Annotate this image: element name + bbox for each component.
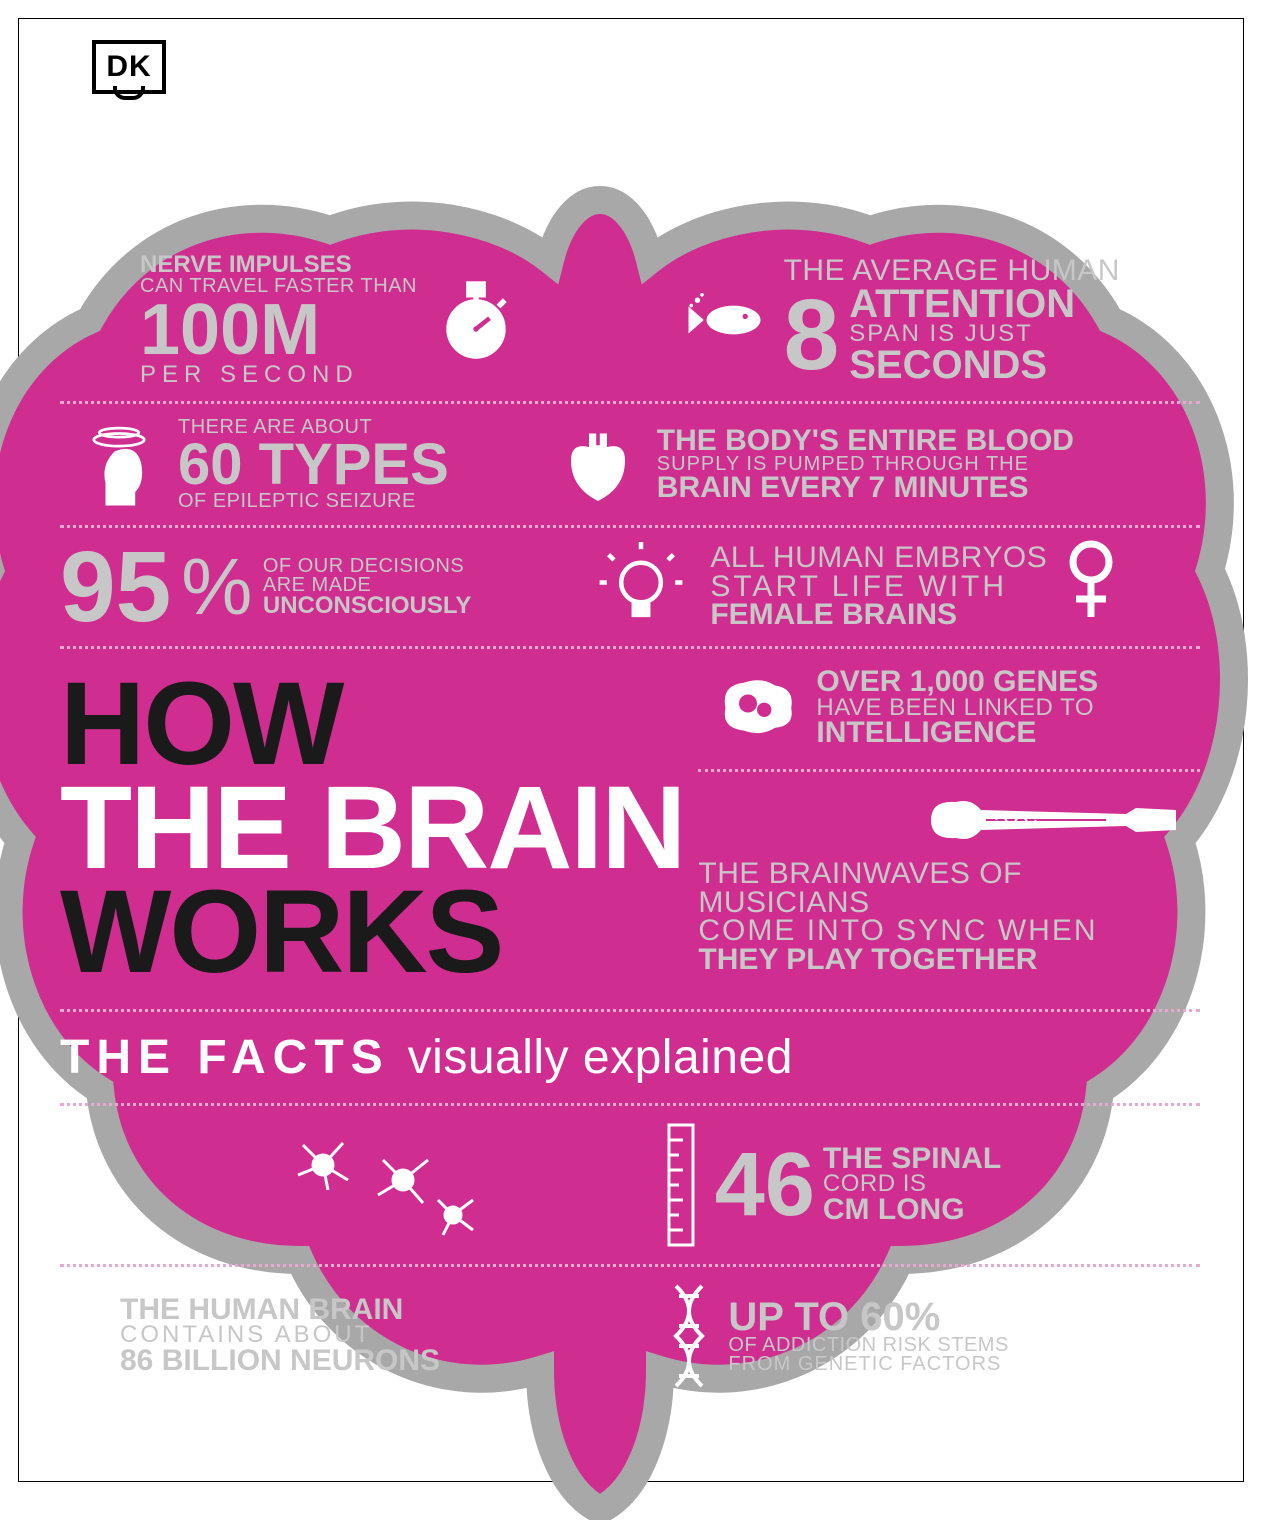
brain-gears-icon [712,663,802,753]
fact-musicians: THE BRAINWAVES OF MUSICIANS COME INTO SY… [698,860,1200,974]
subtitle-bar: THE FACTS visually explained [60,1012,1200,1106]
fact-nerve: NERVE IMPULSES CAN TRAVEL FASTER THAN 10… [140,254,417,387]
addiction-l1: UP TO 60% [728,1298,1008,1336]
musicians-l3: THEY PLAY TOGETHER [698,946,1200,975]
female-symbol-icon [1061,542,1121,632]
infographic-content: NERVE IMPULSES CAN TRAVEL FASTER THAN 10… [60,240,1200,1405]
guitar-icon [926,790,1186,850]
row-neurons-addiction: THE HUMAN BRAIN CONTAINS ABOUT 86 BILLIO… [60,1267,1200,1405]
musicians-l1: THE BRAINWAVES OF MUSICIANS [698,860,1200,917]
dk-logo-text: DK [106,50,151,84]
addiction-l2: OF ADDICTION RISK STEMS [728,1336,1008,1355]
genes-l1: OVER 1,000 GENES [816,668,1098,697]
fact-decisions: OF OUR DECISIONS ARE MADE UNCONSCIOUSLY [263,557,471,618]
fact-blood: THE BODY'S ENTIRE BLOOD SUPPLY IS PUMPED… [657,427,1074,503]
fact-genes: OVER 1,000 GENES HAVE BEEN LINKED TO INT… [816,668,1098,748]
embryos-l1: ALL HUMAN EMBRYOS [710,544,1047,573]
fact-epileptic: THERE ARE ABOUT 60 TYPES OF EPILEPTIC SE… [178,418,449,511]
decisions-pct: % [181,555,253,619]
genes-l3: INTELLIGENCE [816,719,1098,748]
attention-w2: SECONDS [849,346,1075,384]
neurons-icon [273,1125,493,1245]
musicians-l2: COME INTO SYNC WHEN [698,917,1200,946]
row-decisions-embryos: 95 % OF OUR DECISIONS ARE MADE UNCONSCIO… [60,528,1200,649]
row-nerve-attention: NERVE IMPULSES CAN TRAVEL FASTER THAN 10… [60,240,1200,404]
subtitle-thin: visually explained [408,1030,793,1085]
fact-neurons: THE HUMAN BRAIN CONTAINS ABOUT 86 BILLIO… [120,1296,530,1376]
lightbulb-icon [596,542,686,632]
title-w3: WORKS [60,881,698,985]
neurons-l1: THE HUMAN BRAIN [120,1296,530,1325]
blood-l1: THE BODY'S ENTIRE BLOOD [657,427,1074,456]
spinal-big: 46 [715,1149,815,1221]
stopwatch-icon [431,275,521,365]
spinal-l1: THE SPINAL [823,1145,1001,1174]
addiction-l3: FROM GENETIC FACTORS [728,1355,1008,1374]
fact-spinal: THE SPINAL CORD IS CM LONG [823,1145,1001,1225]
row-epileptic-blood: THERE ARE ABOUT 60 TYPES OF EPILEPTIC SE… [60,404,1200,528]
blood-l3: BRAIN EVERY 7 MINUTES [657,474,1074,503]
dizzy-head-icon [74,420,164,510]
ruler-icon [661,1120,701,1250]
fact-attention: THE AVERAGE HUMAN 8 ATTENTION SPAN IS JU… [784,257,1120,384]
decisions-l3: UNCONSCIOUSLY [263,595,471,618]
dna-icon [664,1281,714,1391]
embryos-l3: FEMALE BRAINS [710,601,1047,630]
fact-embryos: ALL HUMAN EMBRYOS START LIFE WITH FEMALE… [710,544,1047,630]
subtitle-bold: THE FACTS [60,1030,390,1085]
epileptic-l2: OF EPILEPTIC SEIZURE [178,492,449,511]
row-spinal: 46 THE SPINAL CORD IS CM LONG [60,1106,1200,1267]
spinal-l3: CM LONG [823,1196,1001,1225]
row-title-genes: HOW THE BRAIN WORKS OVER 1,000 GENES HAV… [60,649,1200,1011]
attention-big: 8 [784,295,840,375]
decisions-l1: OF OUR DECISIONS [263,557,471,576]
epileptic-big: 60 TYPES [178,437,449,492]
fish-icon [684,275,774,365]
nerve-big: 100M [140,296,417,364]
heart-icon [553,420,643,510]
embryos-l2: START LIFE WITH [710,573,1047,602]
neurons-l3: 86 BILLION NEURONS [120,1347,530,1376]
dk-logo: DK [92,40,166,94]
title-block: HOW THE BRAIN WORKS [60,663,698,994]
decisions-big: 95 [60,547,171,627]
nerve-l3: PER SECOND [140,364,417,387]
attention-w1: ATTENTION [849,285,1075,323]
fact-addiction: UP TO 60% OF ADDICTION RISK STEMS FROM G… [728,1298,1008,1374]
nerve-l1: NERVE IMPULSES [140,254,417,277]
